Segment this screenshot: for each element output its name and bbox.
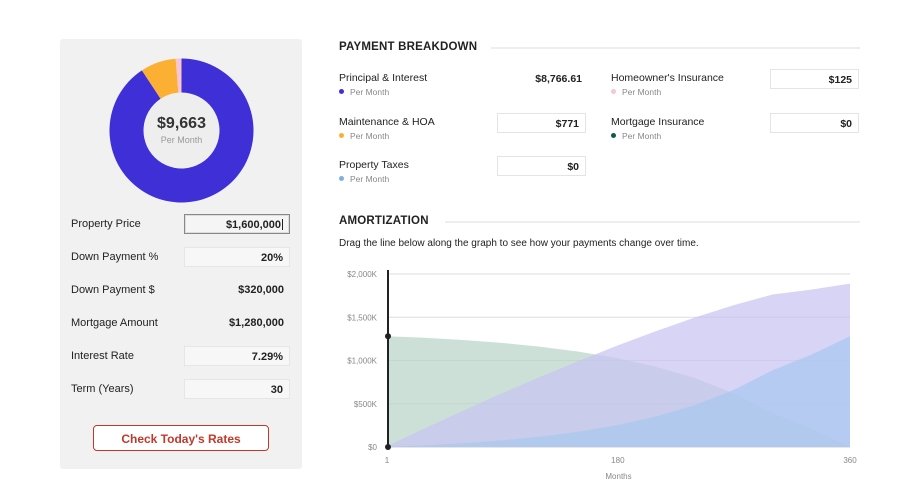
y-tick-label: $1,500K bbox=[347, 313, 377, 322]
y-tick-label: $0 bbox=[368, 443, 377, 452]
donut-slice-2 bbox=[175, 58, 182, 93]
mortgage-insurance-dot-icon bbox=[611, 133, 616, 138]
section-divider bbox=[491, 47, 860, 49]
homeowners-insurance-label: Homeowner's Insurance bbox=[611, 72, 724, 84]
homeowners-insurance-sub: Per Month bbox=[611, 87, 661, 97]
donut-slice-1 bbox=[141, 58, 179, 99]
mortgage-amount-row: Mortgage Amount $1,280,000 bbox=[71, 313, 290, 335]
donut-slice-0 bbox=[109, 58, 254, 203]
property-price-row: Property Price $1,600,000 bbox=[71, 214, 290, 236]
monthly-total: $9,663 bbox=[157, 114, 206, 132]
x-tick-label: 1 bbox=[385, 456, 390, 465]
property-price-input[interactable]: $1,600,000 bbox=[184, 214, 290, 234]
property-taxes-sub: Per Month bbox=[339, 174, 389, 184]
monthly-total-caption: Per Month bbox=[160, 134, 203, 145]
x-tick-label: 180 bbox=[611, 456, 625, 465]
term-years-row: Term (Years) 30 bbox=[71, 379, 290, 401]
x-tick-label: 360 bbox=[843, 456, 857, 465]
mortgage-insurance-sub: Per Month bbox=[611, 131, 661, 141]
down-payment-amount-row: Down Payment $ $320,000 bbox=[71, 280, 290, 302]
y-tick-label: $500K bbox=[354, 400, 378, 409]
mortgage-amount-label: Mortgage Amount bbox=[71, 317, 158, 329]
term-years-label: Term (Years) bbox=[71, 383, 134, 395]
donut-hole bbox=[144, 93, 219, 168]
payment-donut-chart: $9,663 Per Month bbox=[109, 58, 254, 203]
principal-dot-icon bbox=[339, 89, 344, 94]
amortization-chart: $0 $500K $1,000K $1,500K $2,000K 1 180 360 Month… bbox=[330, 262, 870, 487]
property-taxes-label: Property Taxes bbox=[339, 159, 409, 171]
interest-rate-input[interactable]: 7.29% bbox=[184, 346, 290, 366]
amortization-title: AMORTIZATION bbox=[339, 215, 429, 227]
interest-rate-label: Interest Rate bbox=[71, 350, 134, 362]
payment-breakdown-title: PAYMENT BREAKDOWN bbox=[339, 41, 478, 53]
principal-interest-sub: Per Month bbox=[339, 87, 389, 97]
property-price-label: Property Price bbox=[71, 218, 141, 230]
mortgage-insurance-input[interactable]: $0 bbox=[770, 113, 859, 133]
maintenance-hoa-label: Maintenance & HOA bbox=[339, 116, 435, 128]
down-payment-amount-label: Down Payment $ bbox=[71, 284, 155, 296]
check-rates-button[interactable]: Check Today's Rates bbox=[93, 425, 269, 451]
taxes-dot-icon bbox=[339, 176, 344, 181]
property-taxes-input[interactable]: $0 bbox=[497, 156, 586, 176]
down-payment-percent-label: Down Payment % bbox=[71, 251, 159, 263]
handle-point[interactable] bbox=[385, 333, 391, 340]
principal-interest-value: $8,766.61 bbox=[535, 73, 582, 85]
section-divider bbox=[445, 221, 860, 223]
down-payment-amount-value: $320,000 bbox=[238, 284, 284, 296]
y-tick-label: $2,000K bbox=[347, 270, 377, 279]
term-years-input[interactable]: 30 bbox=[184, 379, 290, 399]
insurance-dot-icon bbox=[611, 89, 616, 94]
interest-rate-row: Interest Rate 7.29% bbox=[71, 346, 290, 368]
maintenance-hoa-input[interactable]: $771 bbox=[497, 113, 586, 133]
mortgage-amount-value: $1,280,000 bbox=[228, 317, 284, 329]
principal-interest-label: Principal & Interest bbox=[339, 72, 428, 84]
x-axis-label: Months bbox=[605, 472, 631, 481]
homeowners-insurance-input[interactable]: $125 bbox=[770, 69, 859, 89]
down-payment-percent-input[interactable]: 20% bbox=[184, 247, 290, 267]
down-payment-percent-row: Down Payment % 20% bbox=[71, 247, 290, 269]
handle-point[interactable] bbox=[385, 444, 391, 450]
maintenance-dot-icon bbox=[339, 133, 344, 138]
mortgage-insurance-label: Mortgage Insurance bbox=[611, 116, 705, 128]
maintenance-hoa-sub: Per Month bbox=[339, 131, 389, 141]
y-tick-label: $1,000K bbox=[347, 357, 377, 366]
series-area-2 bbox=[387, 336, 850, 447]
drag-handle[interactable] bbox=[385, 270, 391, 450]
amortization-description: Drag the line below along the graph to s… bbox=[339, 238, 699, 249]
